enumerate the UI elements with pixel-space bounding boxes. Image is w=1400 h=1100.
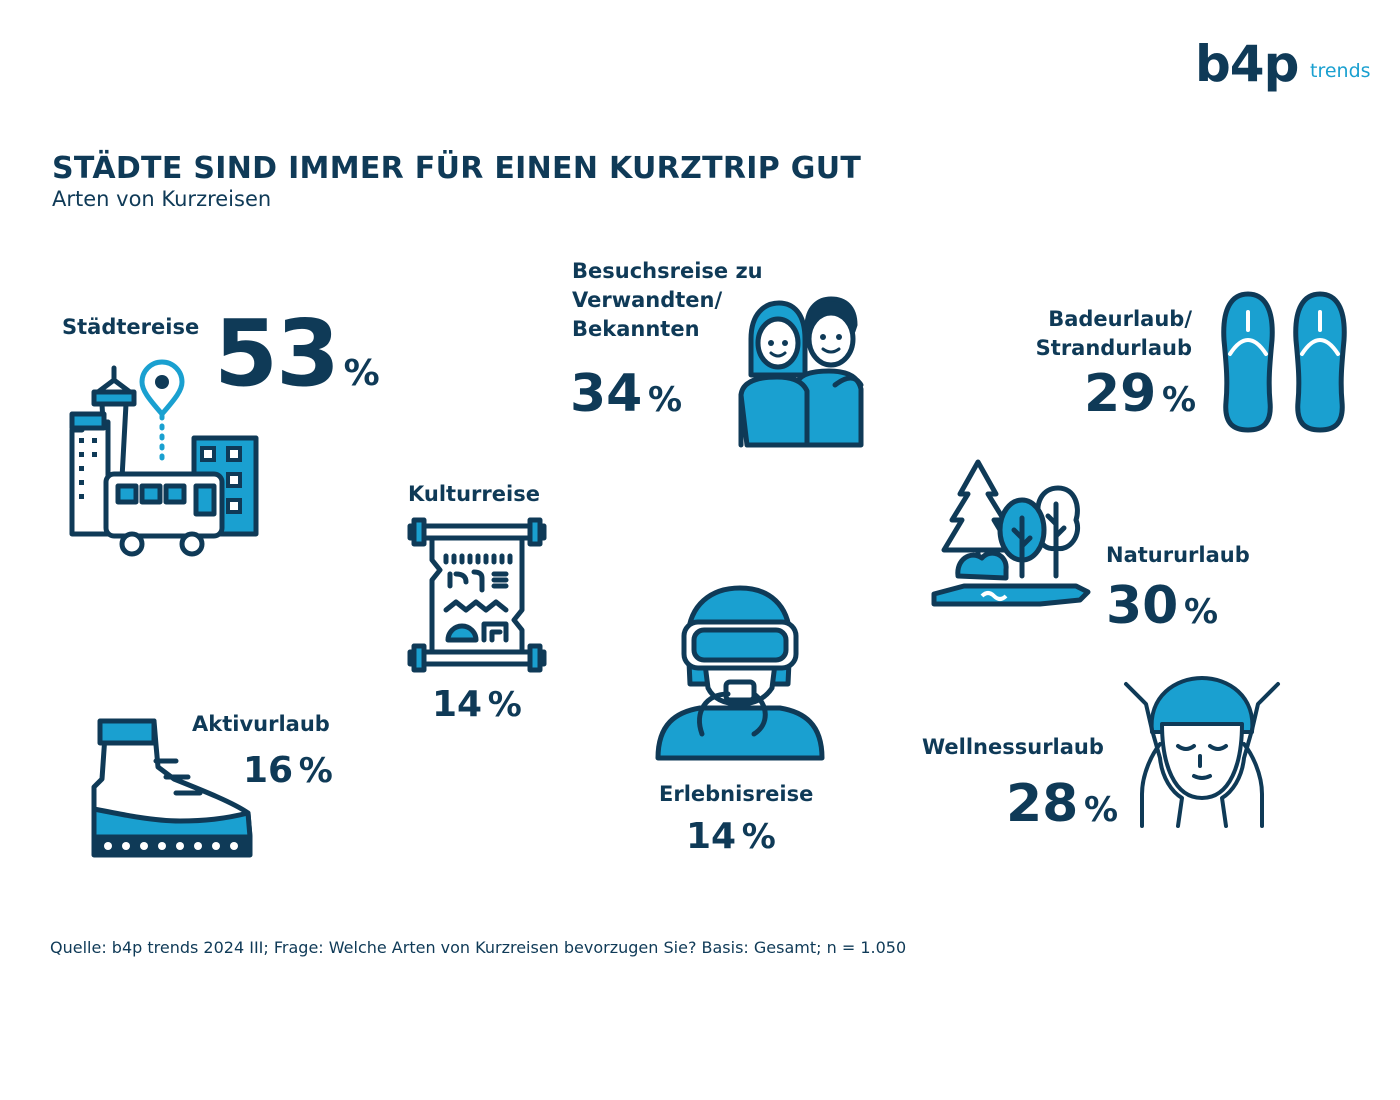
hiking-boot-icon <box>91 718 253 858</box>
flip-flops-icon <box>1221 291 1347 433</box>
label-line: Bekannten <box>572 317 700 341</box>
value-number: 30 <box>1106 576 1179 636</box>
value-number: 14 <box>686 816 737 857</box>
percent-sign: % <box>343 353 380 394</box>
value-wellnessurlaub: 28 % <box>1006 774 1118 834</box>
label-line: Strandurlaub <box>1035 336 1192 360</box>
value-staedtereise: 53 % <box>214 300 380 407</box>
couple-icon <box>738 296 864 448</box>
label-besuchsreise: Besuchsreise zu Verwandten/ Bekannten <box>572 257 763 344</box>
value-kulturreise: 14 % <box>432 684 522 725</box>
percent-sign: % <box>741 817 776 857</box>
percent-sign: % <box>1183 592 1219 632</box>
label-line: Besuchsreise zu <box>572 259 763 283</box>
chart-title: STÄDTE SIND IMMER FÜR EINEN KURZTRIP GUT <box>52 151 862 186</box>
percent-sign: % <box>298 751 333 791</box>
label-line: Verwandten/ <box>572 288 723 312</box>
value-number: 53 <box>214 300 340 407</box>
value-number: 14 <box>432 684 483 725</box>
chart-subtitle: Arten von Kurzreisen <box>52 187 272 211</box>
source-note: Quelle: b4p trends 2024 III; Frage: Welc… <box>50 938 907 957</box>
label-aktivurlaub: Aktivurlaub <box>192 712 330 736</box>
percent-sign: % <box>487 685 522 725</box>
diver-icon <box>655 585 825 761</box>
percent-sign: % <box>647 380 683 420</box>
value-number: 29 <box>1084 364 1157 424</box>
trees-icon <box>931 459 1091 607</box>
label-badeurlaub: Badeurlaub/ Strandurlaub <box>1028 305 1192 363</box>
value-erlebnisreise: 14 % <box>686 816 776 857</box>
value-number: 34 <box>570 364 643 424</box>
percent-sign: % <box>1161 380 1197 420</box>
label-line: Badeurlaub/ <box>1048 307 1192 331</box>
papyrus-scroll-icon <box>407 517 547 673</box>
label-natururlaub: Natururlaub <box>1106 543 1250 567</box>
city-icon <box>69 359 259 557</box>
face-massage-icon <box>1124 676 1280 828</box>
value-badeurlaub: 29 % <box>1084 364 1196 424</box>
percent-sign: % <box>1083 790 1119 830</box>
label-wellnessurlaub: Wellnessurlaub <box>922 735 1104 759</box>
b4p-logo: b4p <box>1195 35 1299 93</box>
value-number: 16 <box>243 750 294 791</box>
value-number: 28 <box>1006 774 1079 834</box>
value-natururlaub: 30 % <box>1106 576 1218 636</box>
label-erlebnisreise: Erlebnisreise <box>659 782 814 806</box>
value-aktivurlaub: 16 % <box>243 750 333 791</box>
value-besuchsreise: 34 % <box>570 364 682 424</box>
logo-subtitle: trends <box>1310 60 1371 82</box>
label-staedtereise: Städtereise <box>62 315 200 339</box>
label-kulturreise: Kulturreise <box>408 482 540 506</box>
